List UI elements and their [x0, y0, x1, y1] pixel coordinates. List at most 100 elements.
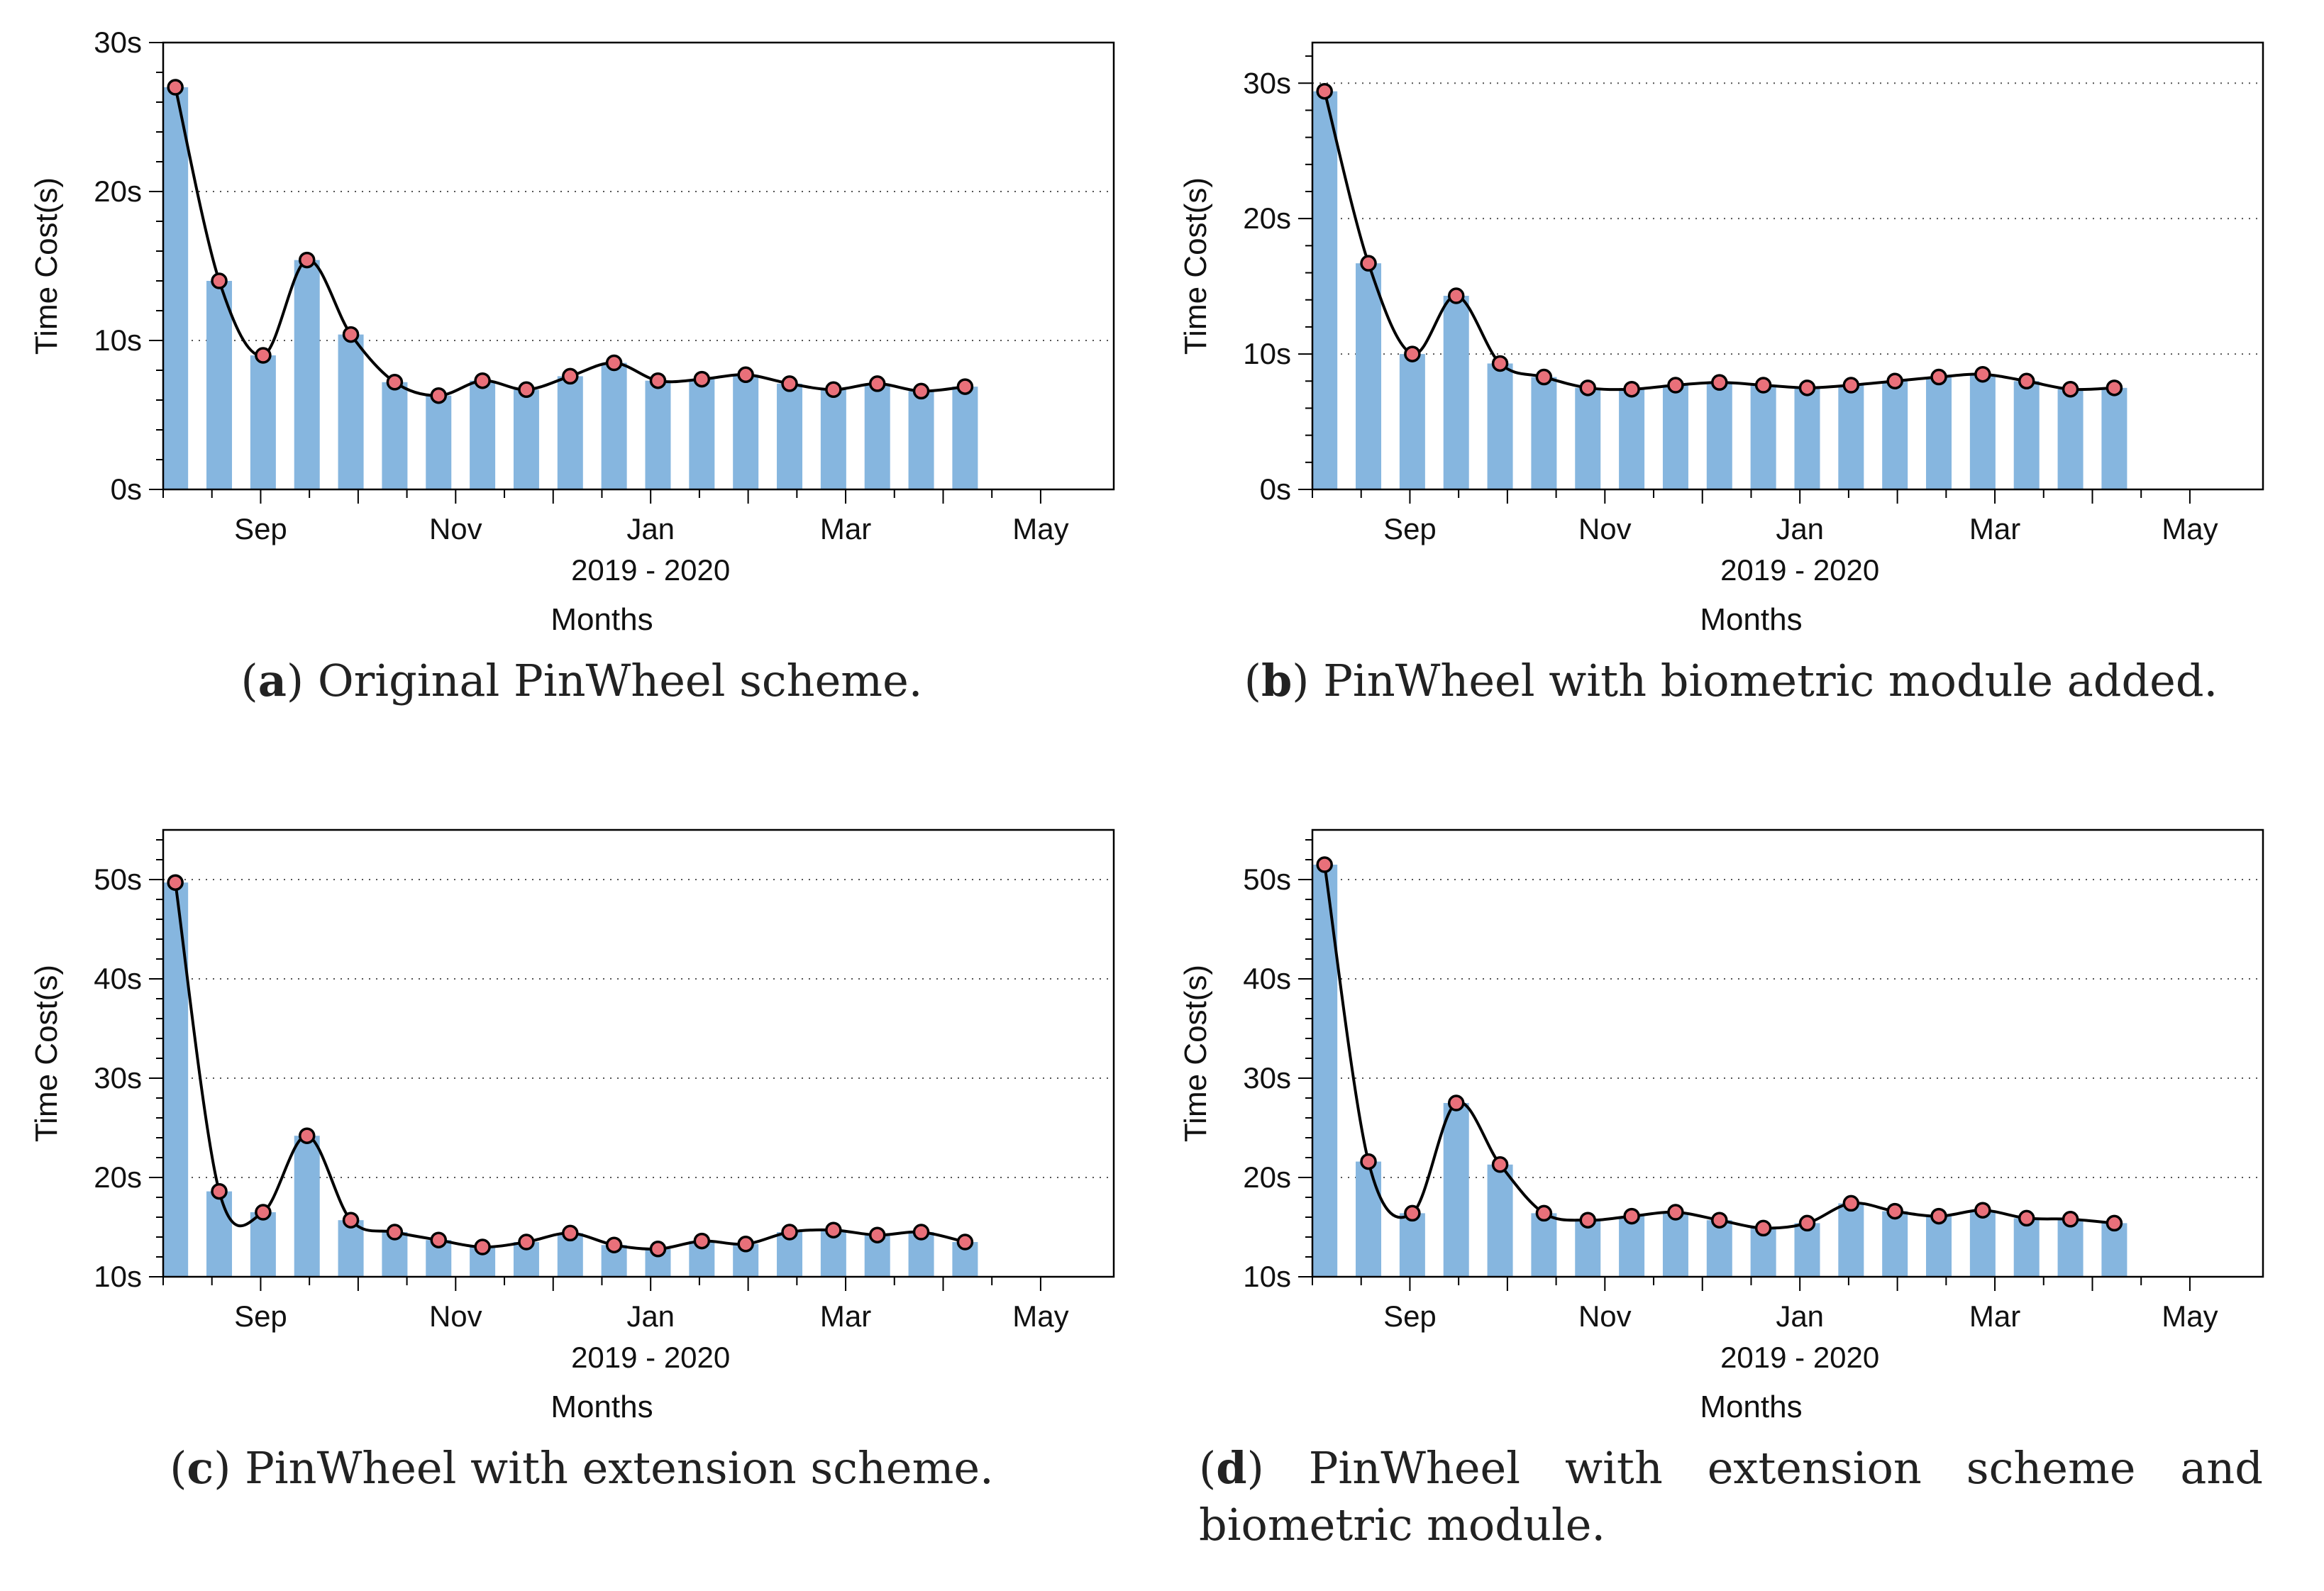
data-point: [2062, 1211, 2079, 1228]
bar: [513, 389, 539, 489]
plot-frame: [1311, 41, 2264, 491]
bar: [162, 87, 189, 489]
data-point: [868, 375, 886, 392]
data-point: [1491, 355, 1509, 372]
plot-frame: [162, 41, 1115, 491]
data-point: [211, 272, 228, 289]
y-tick-label: 50s: [94, 863, 142, 896]
panel-d: 10s 20s 30s 40s 50s Sep Nov Jan Mar May 2019 - 202…: [1163, 802, 2298, 1551]
bar: [2013, 1218, 2040, 1277]
x-year-label: 2019 - 2020: [571, 553, 730, 587]
bar: [2057, 1219, 2084, 1277]
data-point: [1623, 380, 1640, 398]
data-point: [1579, 379, 1597, 397]
x-tick-label: Jan: [1776, 1299, 1824, 1333]
y-tick-label: 20s: [1243, 1160, 1291, 1194]
bar: [820, 389, 846, 489]
x-tick-label: Jan: [1776, 512, 1824, 545]
data-point: [1535, 368, 1553, 386]
bar: [601, 362, 627, 489]
bar: [1619, 1216, 1645, 1277]
x-tick-label: Mar: [820, 1299, 871, 1333]
data-point: [1711, 1212, 1728, 1229]
panel-b: 0s 10s 20s 30s Sep Nov Jan Mar May 2019 - 2020 Mon…: [1163, 14, 2298, 724]
x-tick-label: Sep: [234, 1299, 287, 1333]
bar: [2101, 1223, 2127, 1277]
y-tick-label: 20s: [94, 1160, 142, 1194]
bar: [733, 375, 759, 489]
bar: [1882, 1211, 1908, 1277]
data-point: [1667, 1204, 1684, 1221]
y-tick-label: 40s: [1243, 962, 1291, 995]
series-line: [174, 882, 965, 1251]
bar: [908, 391, 934, 489]
data-point: [342, 1212, 360, 1229]
data-point: [693, 1232, 711, 1250]
bar: [557, 376, 583, 489]
data-point: [1886, 1202, 1903, 1220]
x-year-label: 2019 - 2020: [571, 1341, 730, 1374]
caption-letter: a: [258, 655, 287, 706]
bar: [206, 1191, 233, 1277]
data-point: [167, 79, 184, 96]
data-point: [255, 347, 272, 364]
data-point: [1360, 1153, 1377, 1170]
bar: [426, 395, 452, 489]
x-tick-label: May: [2162, 512, 2218, 545]
x-tick-label: May: [2162, 1299, 2218, 1333]
x-tick-label: Nov: [429, 512, 482, 545]
series-line: [174, 87, 965, 397]
data-point: [1491, 1156, 1509, 1173]
data-point: [1447, 287, 1465, 304]
bar: [1926, 1216, 1952, 1277]
data-point: [1842, 377, 1860, 394]
data-point: [956, 378, 974, 395]
bar: [1794, 387, 1820, 489]
bar: [1487, 1164, 1513, 1277]
data-point: [1930, 368, 1947, 386]
y-tick-label: 0s: [111, 472, 142, 506]
data-point: [1667, 377, 1684, 394]
data-point: [1535, 1204, 1553, 1222]
data-point: [1623, 1207, 1640, 1225]
data-point: [474, 1238, 491, 1255]
data-point: [562, 1224, 579, 1242]
data-point: [1404, 345, 1421, 362]
bar: [1662, 1212, 1688, 1277]
data-point: [1798, 1214, 1816, 1232]
bar: [1356, 1161, 1382, 1277]
chart-a: 0s 10s 20s 30s Sep Nov Jan Mar May 2019 - 2020 Mon…: [29, 26, 1115, 637]
x-tick-label: Nov: [429, 1299, 482, 1333]
data-point: [167, 874, 184, 891]
data-point: [474, 372, 491, 389]
data-point: [781, 375, 798, 392]
y-tick-label: 10s: [1243, 337, 1291, 370]
caption-b: (b) PinWheel with biometric module added…: [1244, 655, 2218, 706]
data-point: [2106, 1214, 2123, 1232]
chart-b: 0s 10s 20s 30s Sep Nov Jan Mar May 2019 - 2020 Mon…: [1178, 41, 2264, 637]
caption-text: PinWheel with extension scheme and biome…: [1199, 1442, 2263, 1551]
bar: [294, 260, 320, 489]
y-tick-label: 40s: [94, 962, 142, 995]
y-tick-label: 30s: [1243, 66, 1291, 99]
bar: [1750, 385, 1776, 489]
x-tick-label: Mar: [820, 512, 871, 545]
caption-c: (c) PinWheel with extension scheme.: [170, 1442, 994, 1494]
data-point: [1579, 1212, 1597, 1229]
bar: [2101, 387, 2127, 489]
data-point: [518, 381, 535, 399]
plot-frame: [1311, 828, 2264, 1278]
data-point: [1316, 856, 1333, 873]
data-point: [2018, 1209, 2035, 1227]
x-tick-label: Jan: [626, 512, 675, 545]
bar: [1882, 381, 1908, 489]
series-line: [1323, 864, 2115, 1230]
data-point: [956, 1234, 974, 1251]
bar: [1356, 263, 1382, 489]
data-point: [868, 1226, 886, 1243]
data-point: [211, 1182, 228, 1200]
bar: [1443, 1103, 1469, 1277]
x-tick-label: May: [1012, 1299, 1068, 1333]
data-point: [562, 367, 579, 385]
data-point: [1447, 1094, 1465, 1112]
